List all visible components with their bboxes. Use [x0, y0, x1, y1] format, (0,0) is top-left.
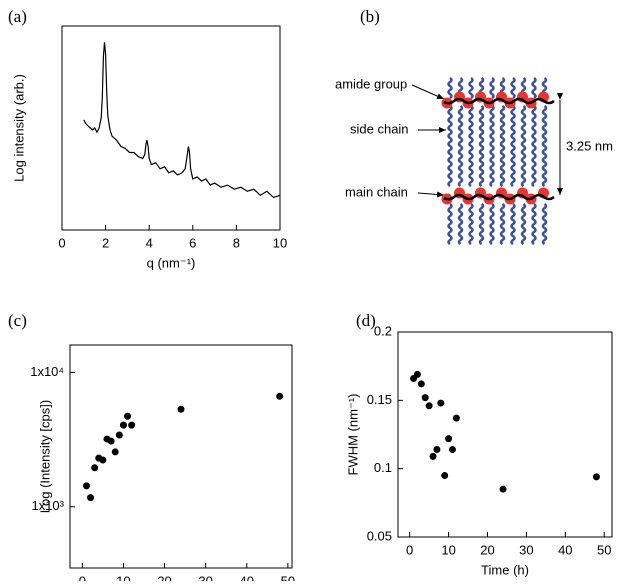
- side-chain: [541, 104, 548, 188]
- data-point: [437, 399, 445, 407]
- x-tick-label: 0: [406, 542, 413, 557]
- y-axis-label: FWHM (nm⁻¹): [345, 394, 360, 476]
- side-chain: [531, 202, 537, 246]
- data-point: [87, 494, 95, 502]
- side-chain: [510, 76, 516, 100]
- plot-frame: [61, 25, 281, 231]
- side-chain: [510, 104, 516, 188]
- data-point: [417, 380, 425, 388]
- x-tick-label: 50: [281, 573, 295, 581]
- x-tick-label: 30: [198, 573, 212, 581]
- data-point: [448, 446, 456, 454]
- data-point: [441, 472, 449, 479]
- x-tick-label: 20: [157, 573, 171, 581]
- data-point: [429, 452, 437, 460]
- x-axis-label: q (nm⁻¹): [147, 255, 196, 270]
- x-tick-label: 8: [233, 235, 240, 250]
- side-chain: [447, 202, 453, 246]
- x-tick-label: 40: [558, 542, 572, 557]
- side-chain: [447, 76, 453, 100]
- side-chain: [457, 104, 464, 188]
- data-point: [592, 473, 600, 481]
- data-point: [115, 431, 123, 439]
- diagram-label: amide group: [335, 76, 407, 91]
- side-chain: [499, 104, 506, 188]
- x-axis-label: Time (h): [481, 562, 529, 577]
- plot-frame: [397, 331, 613, 538]
- data-point: [413, 370, 421, 378]
- x-tick-label: 40: [240, 573, 254, 581]
- data-point: [91, 464, 99, 472]
- side-chain: [510, 202, 516, 246]
- panel-label: (b): [360, 7, 380, 26]
- data-point: [82, 482, 90, 490]
- y-tick-label: 0.1: [374, 460, 392, 475]
- x-tick-label: 0: [79, 573, 86, 581]
- side-chain: [520, 202, 527, 246]
- x-tick-label: 4: [146, 235, 153, 250]
- pointer: [411, 84, 445, 100]
- diagram: amide group side chain main chain 3.25 n…: [335, 76, 613, 246]
- side-chain: [457, 202, 464, 246]
- data-point: [177, 405, 185, 413]
- y-tick-label: 1x10⁴: [30, 364, 64, 379]
- pointer: [417, 191, 445, 198]
- main-chain: [443, 97, 555, 105]
- data-point: [276, 392, 284, 400]
- side-chain: [468, 76, 474, 100]
- panel-label: (c): [8, 311, 27, 330]
- y-axis-label: Log (Intensity [cps]): [37, 400, 52, 513]
- side-chain: [468, 202, 474, 246]
- y-tick-label: 0.2: [374, 323, 392, 338]
- side-chain: [499, 202, 506, 246]
- data-point: [452, 414, 460, 422]
- side-chain: [489, 202, 495, 246]
- side-chain: [489, 76, 495, 100]
- data-line: [83, 42, 281, 199]
- data-point: [99, 456, 107, 464]
- x-tick-label: 10: [116, 573, 130, 581]
- diagram-label: main chain: [345, 184, 408, 199]
- x-tick-label: 50: [597, 542, 611, 557]
- plot-frame: [69, 344, 293, 569]
- data-point: [119, 421, 127, 429]
- side-chain: [520, 104, 527, 188]
- side-chain: [468, 104, 474, 188]
- data-point: [433, 446, 441, 454]
- side-chain: [541, 202, 548, 246]
- data-point: [128, 421, 136, 429]
- side-chain: [478, 202, 485, 246]
- side-chain: [531, 76, 537, 100]
- data-point: [124, 412, 132, 420]
- x-tick-label: 30: [519, 542, 533, 557]
- x-tick-label: 2: [102, 235, 109, 250]
- side-chain: [447, 104, 453, 188]
- side-chain: [531, 104, 537, 188]
- x-tick-label: 10: [273, 235, 287, 250]
- data-point: [425, 402, 433, 410]
- x-tick-label: 20: [480, 542, 494, 557]
- y-tick-label: 1x10³: [31, 498, 64, 513]
- y-tick-label: 0.05: [367, 528, 392, 543]
- x-tick-label: 0: [58, 235, 65, 250]
- panel-label: (d): [356, 311, 376, 330]
- data-point: [499, 485, 507, 493]
- dimension-label: 3.25 nm: [566, 138, 613, 153]
- side-chain: [478, 104, 485, 188]
- x-tick-label: 10: [441, 542, 455, 557]
- side-chain: [489, 104, 495, 188]
- x-tick-label: 6: [189, 235, 196, 250]
- diagram-label: side chain: [350, 121, 409, 136]
- data-point: [445, 435, 453, 443]
- y-axis-label: Log intensity (arb.): [11, 74, 26, 182]
- main-chain: [443, 193, 555, 201]
- data-point: [421, 394, 429, 402]
- panel-label: (a): [8, 7, 27, 26]
- data-point: [107, 437, 115, 445]
- data-point: [111, 448, 119, 456]
- y-tick-label: 0.15: [367, 392, 392, 407]
